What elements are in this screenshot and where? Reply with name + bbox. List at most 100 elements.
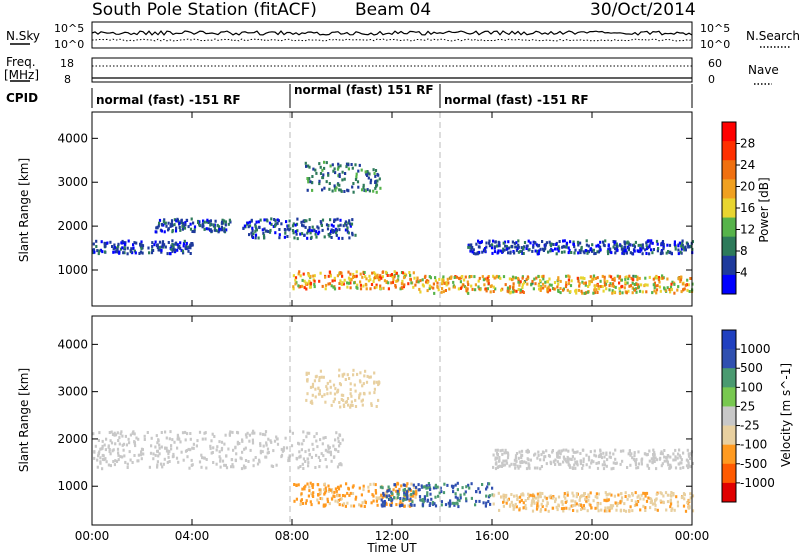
data-cell bbox=[462, 283, 465, 287]
data-cell bbox=[676, 456, 679, 460]
data-cell bbox=[364, 369, 367, 373]
data-cell bbox=[162, 223, 165, 227]
data-cell bbox=[100, 240, 103, 244]
data-cell bbox=[605, 464, 608, 468]
data-cell bbox=[602, 467, 606, 471]
data-cell bbox=[377, 278, 381, 282]
data-cell bbox=[362, 183, 365, 187]
data-cell bbox=[370, 501, 373, 505]
data-cell bbox=[460, 275, 463, 279]
data-cell bbox=[572, 242, 575, 246]
data-cell bbox=[111, 245, 114, 248]
data-cell bbox=[169, 430, 172, 434]
data-cell bbox=[323, 235, 326, 239]
data-cell bbox=[614, 247, 617, 251]
data-cell bbox=[452, 490, 455, 494]
data-cell bbox=[347, 276, 351, 280]
x-tick-label: 16:00 bbox=[475, 529, 510, 543]
data-cell bbox=[188, 466, 191, 470]
freq-label-line2: [MHz] bbox=[4, 68, 39, 82]
data-cell bbox=[149, 451, 153, 455]
data-cell bbox=[677, 244, 680, 248]
data-cell bbox=[478, 241, 481, 245]
data-cell bbox=[342, 224, 345, 228]
data-cell bbox=[580, 289, 583, 293]
data-cell bbox=[255, 228, 258, 232]
data-cell bbox=[295, 497, 298, 501]
colorbar-swatch bbox=[722, 274, 736, 295]
data-cell bbox=[178, 221, 181, 225]
data-cell bbox=[160, 248, 163, 252]
data-cell bbox=[620, 492, 623, 496]
data-cell bbox=[478, 245, 481, 249]
data-cell bbox=[513, 458, 516, 462]
data-cell bbox=[195, 444, 198, 448]
x-tick-label: 04:00 bbox=[175, 529, 210, 543]
data-cell bbox=[319, 369, 322, 373]
data-cell bbox=[422, 500, 425, 504]
colorbar-tick-label: 16 bbox=[740, 201, 755, 215]
data-cell bbox=[657, 276, 661, 279]
data-cell bbox=[520, 493, 523, 497]
data-cell bbox=[391, 275, 394, 279]
data-cell bbox=[97, 252, 100, 256]
data-cell bbox=[385, 502, 388, 506]
data-cell bbox=[293, 236, 296, 240]
data-cell bbox=[478, 287, 481, 291]
data-cell bbox=[187, 447, 190, 451]
data-cell bbox=[545, 504, 548, 508]
data-cell bbox=[176, 446, 179, 450]
data-cell bbox=[498, 464, 502, 468]
data-cell bbox=[321, 176, 325, 180]
data-cell bbox=[481, 483, 484, 486]
data-cell bbox=[532, 245, 535, 249]
data-cell bbox=[674, 455, 677, 459]
data-cell bbox=[579, 241, 582, 245]
data-cell bbox=[580, 508, 583, 511]
data-cell bbox=[142, 452, 145, 456]
data-cell bbox=[539, 289, 542, 292]
data-cell bbox=[318, 376, 321, 379]
data-cell bbox=[109, 240, 112, 244]
data-cell bbox=[629, 463, 632, 467]
data-cell bbox=[358, 503, 361, 507]
data-cell bbox=[391, 280, 395, 284]
data-cell bbox=[653, 289, 656, 293]
data-cell bbox=[560, 449, 563, 453]
data-cell bbox=[223, 227, 226, 231]
data-cell bbox=[492, 502, 495, 506]
data-cell bbox=[328, 270, 331, 274]
data-cell bbox=[228, 218, 231, 222]
data-cell bbox=[184, 438, 187, 442]
colorbar-swatch bbox=[722, 482, 736, 503]
data-cell bbox=[275, 463, 278, 467]
data-cell bbox=[302, 457, 305, 461]
data-cell bbox=[614, 285, 617, 289]
data-cell bbox=[344, 504, 347, 508]
data-cell bbox=[300, 448, 303, 452]
data-cell bbox=[621, 291, 624, 295]
data-cell bbox=[519, 249, 522, 253]
data-cell bbox=[123, 454, 126, 458]
data-cell bbox=[249, 448, 252, 452]
data-cell bbox=[281, 449, 284, 453]
noise-panel: N.Sky 10^5 10^0 N.Search 10^5 10^0 bbox=[6, 21, 800, 51]
data-cell bbox=[339, 218, 342, 222]
data-cell bbox=[396, 496, 399, 500]
data-cell bbox=[397, 274, 400, 278]
data-cell bbox=[403, 488, 406, 491]
data-cell bbox=[415, 488, 418, 492]
data-cell bbox=[193, 230, 196, 234]
data-cell bbox=[507, 251, 510, 255]
data-cell bbox=[495, 461, 498, 465]
data-cell bbox=[602, 240, 605, 244]
data-cell bbox=[161, 465, 164, 469]
data-cell bbox=[400, 484, 403, 488]
data-cell bbox=[334, 438, 337, 442]
data-cell bbox=[111, 433, 115, 436]
data-cell bbox=[642, 491, 645, 495]
data-cell bbox=[367, 279, 370, 283]
data-cell bbox=[449, 502, 452, 506]
data-cell bbox=[402, 285, 405, 289]
data-cell bbox=[309, 285, 312, 289]
